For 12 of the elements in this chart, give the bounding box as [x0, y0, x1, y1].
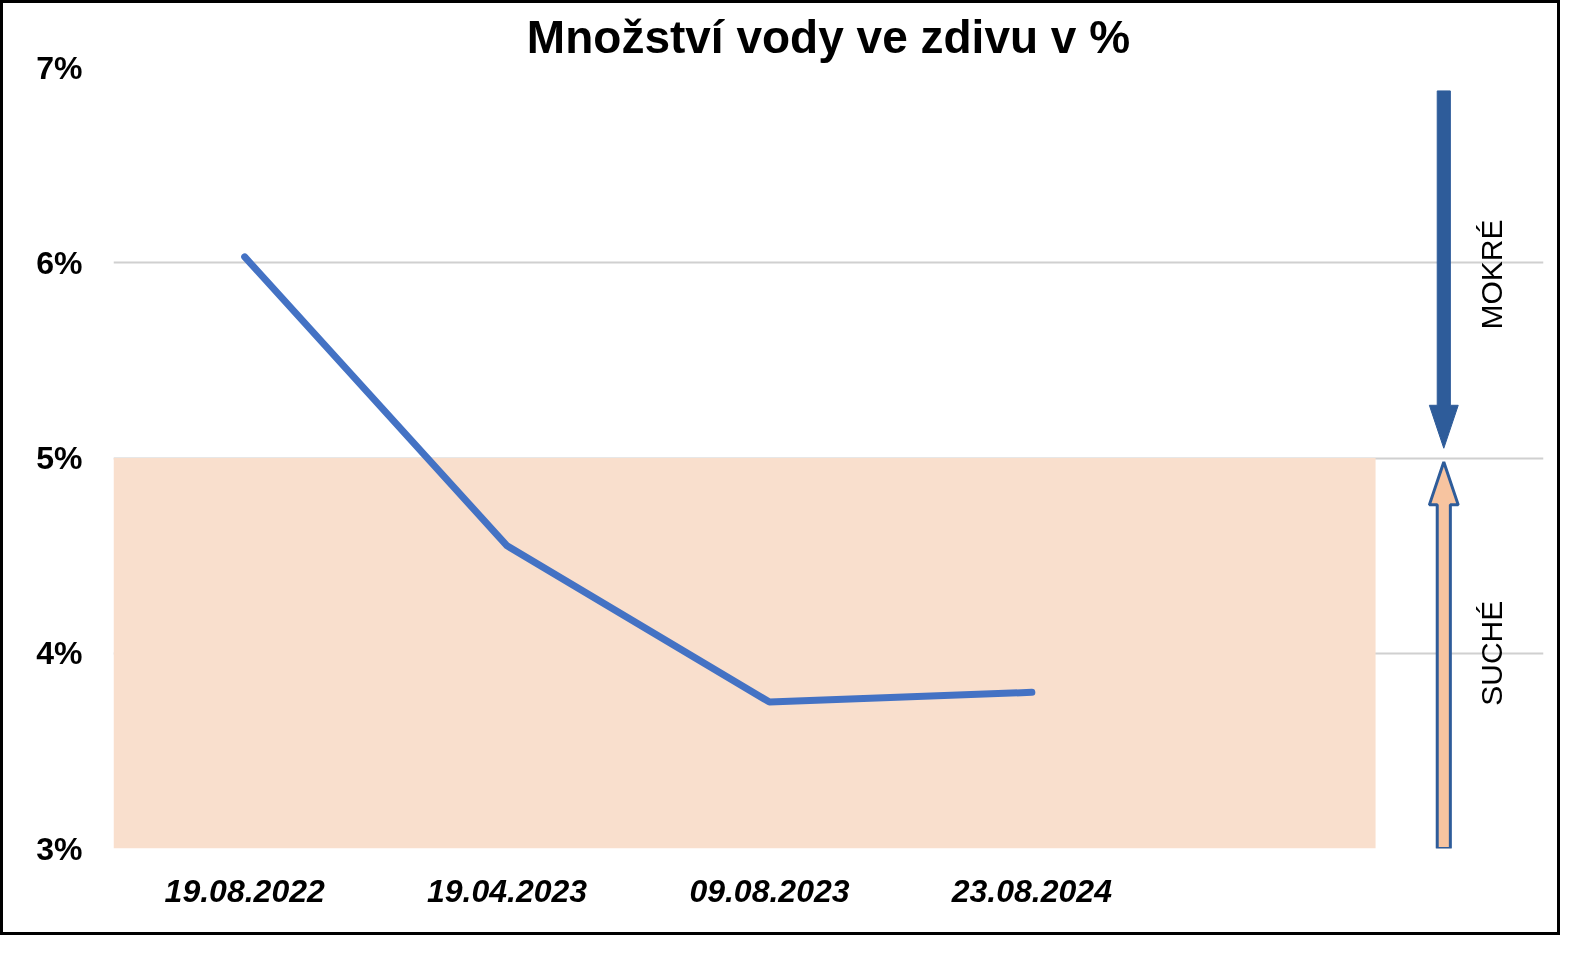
y-tick-label: 4% [36, 635, 83, 672]
y-tick-label: 5% [36, 440, 83, 476]
x-tick-label: 19.08.2022 [164, 872, 325, 909]
x-tick-label: 19.04.2023 [427, 872, 588, 909]
y-tick-label: 6% [36, 244, 83, 281]
y-tick-label: 3% [36, 830, 83, 867]
annotation: SUCHÉ [1474, 600, 1508, 706]
annotation: MOKRÉ [1474, 219, 1508, 330]
x-tick-label: 09.08.2023 [689, 872, 850, 909]
x-tick-label: 23.08.2024 [950, 872, 1113, 909]
y-tick-label: 7% [36, 49, 83, 86]
chart-title: Množství vody ve zdivu v % [526, 10, 1131, 63]
